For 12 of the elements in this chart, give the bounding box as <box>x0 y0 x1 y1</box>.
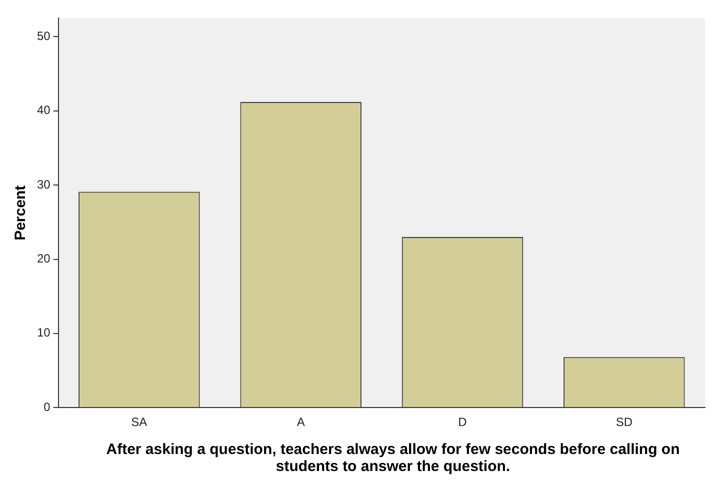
x-tick-label: SA <box>131 415 148 430</box>
y-tick-label: 30 <box>36 177 51 192</box>
y-tick-label: 10 <box>36 326 51 340</box>
x-tick-label: A <box>296 415 305 430</box>
y-tick-label: 50 <box>36 29 51 44</box>
x-tick-label: D <box>458 415 468 430</box>
y-tick-label: 0 <box>44 400 51 414</box>
y-tick-label: 20 <box>36 252 51 266</box>
y-tick-label: 40 <box>36 103 51 118</box>
x-tick-label: SD <box>616 415 633 430</box>
x-axis-title: After asking a question, teachers always allow for few seconds before calling on students to answer the question. <box>105 441 681 475</box>
y-axis-title: Percent <box>12 185 30 240</box>
